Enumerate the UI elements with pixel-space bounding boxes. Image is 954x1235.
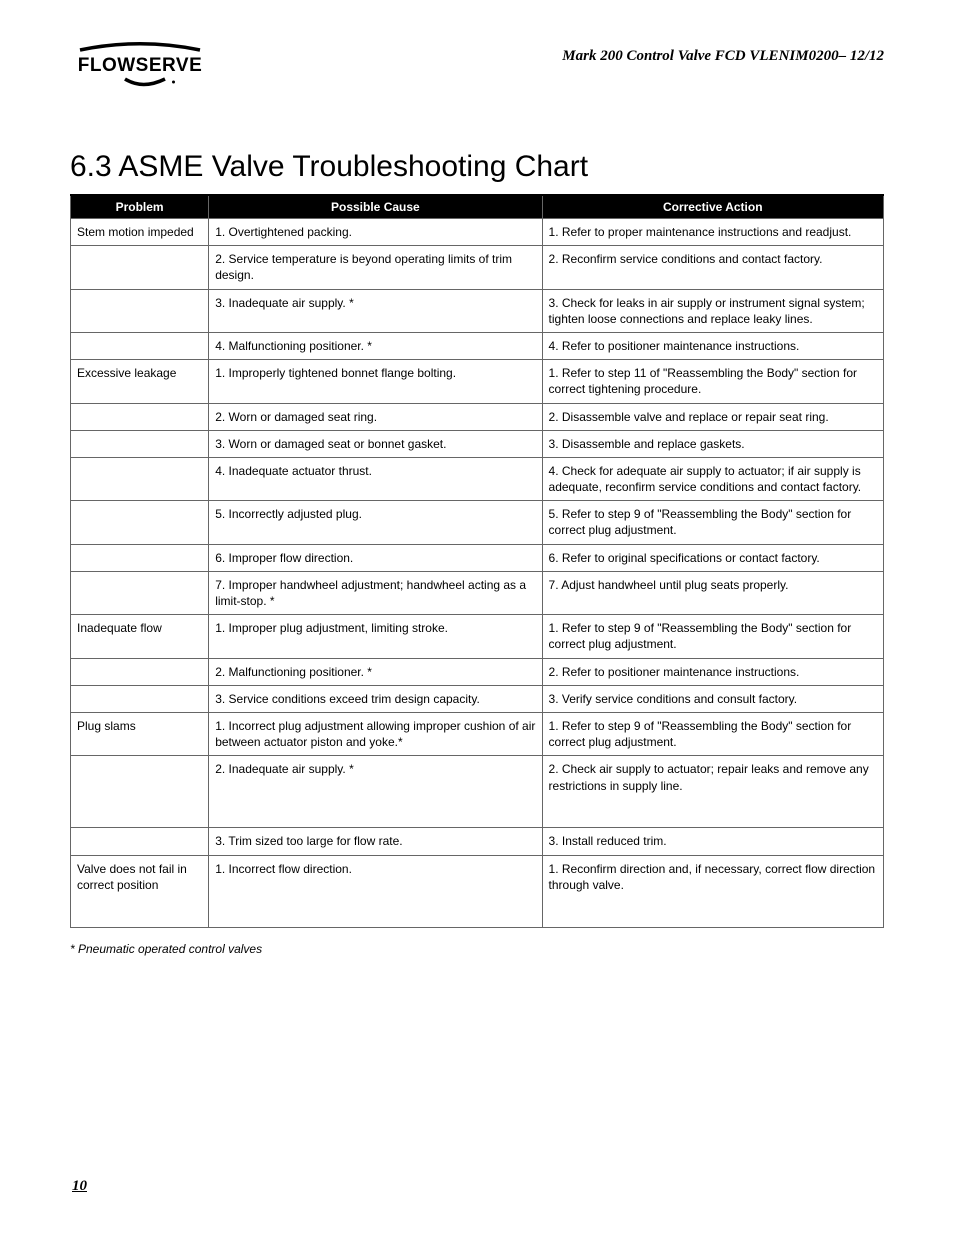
cell-cause: 7. Improper handwheel adjustment; handwh…	[209, 571, 542, 614]
cell-cause: 3. Worn or damaged seat or bonnet gasket…	[209, 430, 542, 457]
cell-problem	[71, 457, 209, 500]
cell-problem	[71, 571, 209, 614]
flowserve-logo: FLOWSERVE	[70, 40, 210, 90]
cell-action: 6. Refer to original specifications or c…	[542, 544, 883, 571]
table-row: 2. Service temperature is beyond operati…	[71, 246, 884, 289]
page-header: FLOWSERVE Mark 200 Control Valve FCD VLE…	[70, 40, 884, 90]
cell-cause: 2. Service temperature is beyond operati…	[209, 246, 542, 289]
cell-problem: Excessive leakage	[71, 360, 209, 403]
cell-problem	[71, 685, 209, 712]
cell-action: 3. Check for leaks in air supply or inst…	[542, 289, 883, 332]
table-row: 4. Inadequate actuator thrust.4. Check f…	[71, 457, 884, 500]
cell-action: 1. Refer to step 11 of "Reassembling the…	[542, 360, 883, 403]
table-row: 6. Improper flow direction.6. Refer to o…	[71, 544, 884, 571]
cell-cause: 1. Overtightened packing.	[209, 219, 542, 246]
cell-action: 1. Refer to step 9 of "Reassembling the …	[542, 615, 883, 658]
cell-cause: 1. Incorrect plug adjustment allowing im…	[209, 712, 542, 755]
table-row: Stem motion impeded1. Overtightened pack…	[71, 219, 884, 246]
cell-cause: 2. Inadequate air supply. *	[209, 756, 542, 828]
cell-problem	[71, 756, 209, 828]
col-header-action: Corrective Action	[542, 195, 883, 219]
cell-cause: 3. Inadequate air supply. *	[209, 289, 542, 332]
cell-action: 4. Refer to positioner maintenance instr…	[542, 332, 883, 359]
cell-action: 1. Refer to step 9 of "Reassembling the …	[542, 712, 883, 755]
cell-action: 2. Reconfirm service conditions and cont…	[542, 246, 883, 289]
table-row: 2. Malfunctioning positioner. *2. Refer …	[71, 658, 884, 685]
troubleshooting-table: Problem Possible Cause Corrective Action…	[70, 194, 884, 928]
cell-problem	[71, 403, 209, 430]
svg-text:FLOWSERVE: FLOWSERVE	[78, 55, 203, 76]
cell-action: 1. Refer to proper maintenance instructi…	[542, 219, 883, 246]
cell-action: 3. Verify service conditions and consult…	[542, 685, 883, 712]
cell-action: 2. Check air supply to actuator; repair …	[542, 756, 883, 828]
footnote: * Pneumatic operated control valves	[70, 942, 884, 956]
table-row: 3. Trim sized too large for flow rate.3.…	[71, 828, 884, 855]
table-row: 5. Incorrectly adjusted plug.5. Refer to…	[71, 501, 884, 544]
cell-action: 5. Refer to step 9 of "Reassembling the …	[542, 501, 883, 544]
cell-cause: 3. Trim sized too large for flow rate.	[209, 828, 542, 855]
table-row: 2. Inadequate air supply. *2. Check air …	[71, 756, 884, 828]
cell-problem	[71, 289, 209, 332]
cell-cause: 1. Improper plug adjustment, limiting st…	[209, 615, 542, 658]
cell-action: 3. Install reduced trim.	[542, 828, 883, 855]
document-title: Mark 200 Control Valve FCD VLENIM0200– 1…	[562, 48, 884, 65]
table-row: 7. Improper handwheel adjustment; handwh…	[71, 571, 884, 614]
cell-cause: 5. Incorrectly adjusted plug.	[209, 501, 542, 544]
cell-problem	[71, 501, 209, 544]
table-row: Inadequate flow1. Improper plug adjustme…	[71, 615, 884, 658]
cell-problem	[71, 828, 209, 855]
cell-problem	[71, 544, 209, 571]
cell-action: 2. Disassemble valve and replace or repa…	[542, 403, 883, 430]
cell-action: 4. Check for adequate air supply to actu…	[542, 457, 883, 500]
table-row: 3. Service conditions exceed trim design…	[71, 685, 884, 712]
table-row: 3. Inadequate air supply. *3. Check for …	[71, 289, 884, 332]
table-row: 2. Worn or damaged seat ring.2. Disassem…	[71, 403, 884, 430]
cell-action: 3. Disassemble and replace gaskets.	[542, 430, 883, 457]
cell-cause: 2. Malfunctioning positioner. *	[209, 658, 542, 685]
col-header-problem: Problem	[71, 195, 209, 219]
cell-action: 2. Refer to positioner maintenance instr…	[542, 658, 883, 685]
table-row: Plug slams1. Incorrect plug adjustment a…	[71, 712, 884, 755]
cell-cause: 2. Worn or damaged seat ring.	[209, 403, 542, 430]
cell-problem	[71, 658, 209, 685]
table-row: Excessive leakage1. Improperly tightened…	[71, 360, 884, 403]
cell-cause: 4. Inadequate actuator thrust.	[209, 457, 542, 500]
cell-problem: Stem motion impeded	[71, 219, 209, 246]
cell-problem: Plug slams	[71, 712, 209, 755]
table-row: Valve does not fail in correct position1…	[71, 855, 884, 927]
cell-cause: 6. Improper flow direction.	[209, 544, 542, 571]
cell-problem: Valve does not fail in correct position	[71, 855, 209, 927]
table-row: 4. Malfunctioning positioner. *4. Refer …	[71, 332, 884, 359]
cell-action: 1. Reconfirm direction and, if necessary…	[542, 855, 883, 927]
cell-problem	[71, 246, 209, 289]
cell-cause: 1. Incorrect flow direction.	[209, 855, 542, 927]
col-header-cause: Possible Cause	[209, 195, 542, 219]
page-number: 10	[72, 1178, 87, 1195]
table-header-row: Problem Possible Cause Corrective Action	[71, 195, 884, 219]
cell-problem	[71, 430, 209, 457]
cell-problem	[71, 332, 209, 359]
section-heading: 6.3 ASME Valve Troubleshooting Chart	[70, 150, 884, 184]
cell-cause: 4. Malfunctioning positioner. *	[209, 332, 542, 359]
cell-problem: Inadequate flow	[71, 615, 209, 658]
table-row: 3. Worn or damaged seat or bonnet gasket…	[71, 430, 884, 457]
cell-action: 7. Adjust handwheel until plug seats pro…	[542, 571, 883, 614]
cell-cause: 1. Improperly tightened bonnet flange bo…	[209, 360, 542, 403]
cell-cause: 3. Service conditions exceed trim design…	[209, 685, 542, 712]
